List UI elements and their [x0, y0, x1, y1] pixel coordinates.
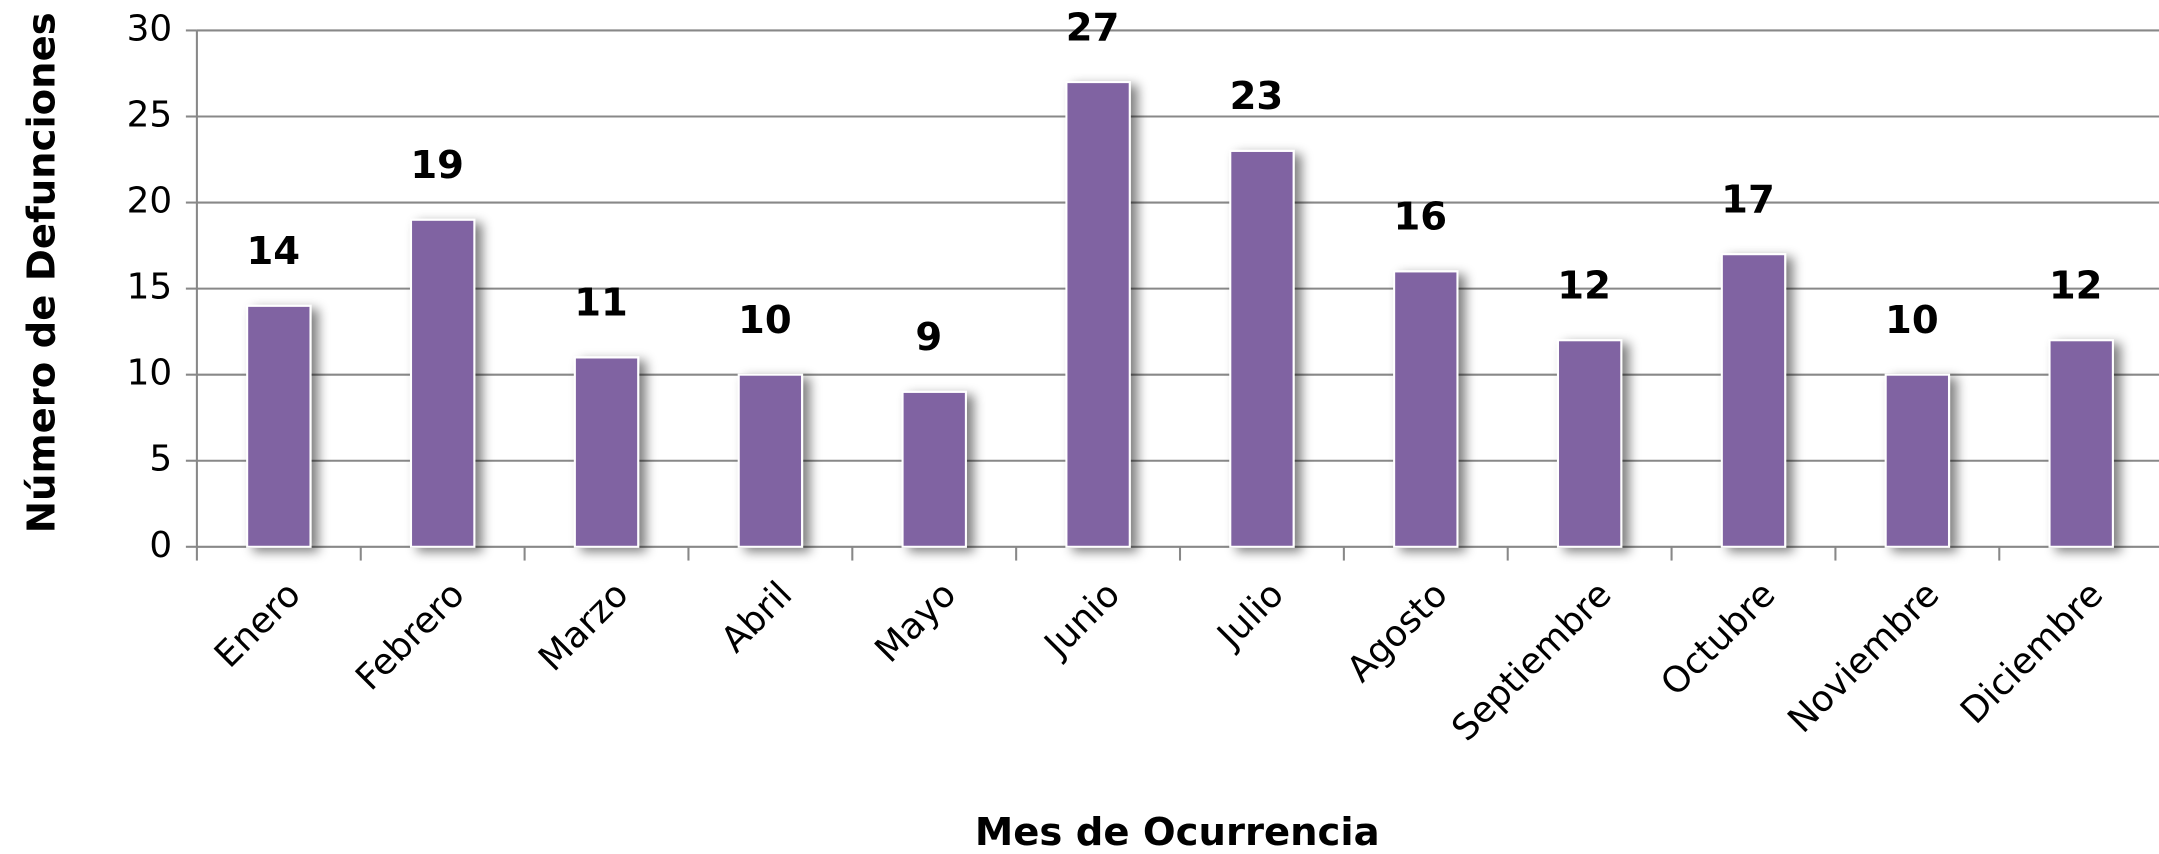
x-axis-title: Mes de Ocurrencia	[975, 810, 1380, 854]
data-label: 16	[1393, 195, 1447, 240]
bar	[1720, 253, 1787, 548]
data-label: 12	[1557, 263, 1611, 308]
y-tick-label: 5	[149, 439, 172, 480]
y-tick-label: 0	[149, 525, 172, 566]
data-label: 14	[246, 229, 300, 274]
data-label: 11	[574, 281, 628, 326]
bar	[1556, 339, 1623, 548]
x-tick-label: Septiembre	[1444, 574, 1619, 749]
x-tick-label: Julio	[1208, 574, 1291, 657]
y-tick-label: 20	[127, 181, 173, 222]
y-tick-label: 25	[127, 95, 173, 136]
data-label: 10	[1885, 298, 1939, 343]
bar	[246, 304, 312, 548]
x-tick-label: Enero	[207, 574, 309, 676]
bar	[901, 390, 967, 548]
data-label: 9	[915, 315, 942, 360]
y-axis-title: Número de Defunciones	[20, 12, 65, 533]
bar	[1229, 149, 1295, 548]
bar	[573, 356, 640, 548]
bar	[737, 373, 804, 548]
bar	[409, 218, 476, 548]
data-label: 23	[1230, 74, 1284, 119]
bar	[1065, 81, 1131, 548]
x-tick-label: Marzo	[531, 574, 636, 679]
bar	[1884, 373, 1951, 548]
x-tick-label: Agosto	[1339, 574, 1455, 690]
y-tick-label: 30	[127, 8, 173, 49]
x-tick-label: Noviembre	[1780, 574, 1947, 741]
x-tick-label: Abril	[714, 574, 801, 661]
y-tick-label: 15	[127, 267, 173, 308]
bar	[2048, 339, 2114, 548]
data-label: 27	[1066, 5, 1120, 50]
x-tick-label: Febrero	[348, 574, 473, 699]
data-label: 19	[410, 143, 464, 188]
data-label: 10	[738, 298, 792, 343]
x-tick-label: Diciembre	[1953, 574, 2111, 732]
bar	[1393, 270, 1459, 548]
x-tick-label: Mayo	[867, 574, 964, 671]
x-tick-label: Octubre	[1653, 574, 1783, 704]
y-tick-label: 10	[127, 353, 173, 394]
data-label: 17	[1721, 177, 1775, 222]
data-label: 12	[2049, 263, 2103, 308]
x-tick-label: Junio	[1036, 574, 1128, 666]
